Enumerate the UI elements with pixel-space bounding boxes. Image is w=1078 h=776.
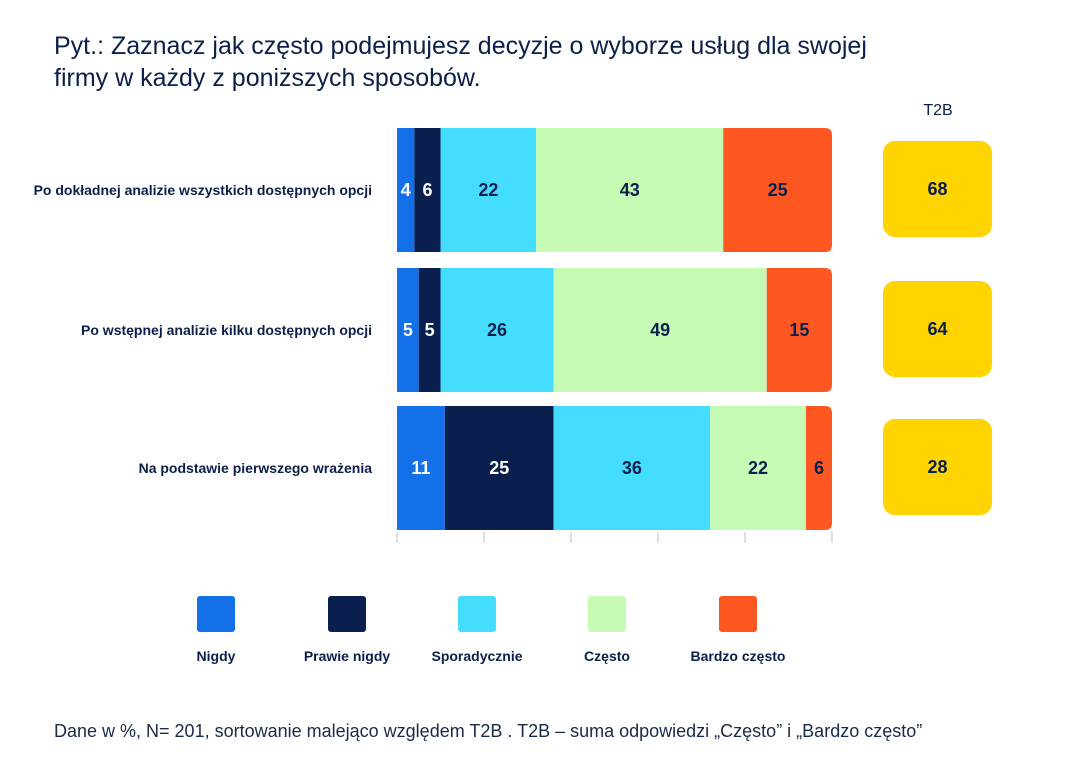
bar-segment <box>418 268 441 392</box>
bar-segment <box>805 406 832 530</box>
bar-segment <box>414 128 441 252</box>
bar-segment <box>397 268 419 392</box>
bar-segment <box>444 406 554 530</box>
t2b-box <box>883 281 992 377</box>
data-label: 22 <box>748 458 768 478</box>
category-label: Po wstępnej analizie kilku dostępnych op… <box>81 322 372 338</box>
bar-segment <box>440 128 537 252</box>
t2b-box <box>883 141 992 237</box>
bar-segment <box>553 406 711 530</box>
bar-segment <box>710 406 806 530</box>
chart-title: Pyt.: Zaznacz jak często podejmujesz dec… <box>54 32 867 92</box>
category-label: Na podstawie pierwszego wrażenia <box>139 460 373 476</box>
legend-label: Prawie nigdy <box>304 648 391 664</box>
data-label: 5 <box>403 320 413 340</box>
t2b-value: 28 <box>927 457 947 477</box>
footnote: Dane w %, N= 201, sortowanie malejąco wz… <box>54 721 923 741</box>
data-label: 43 <box>620 180 640 200</box>
t2b-value: 64 <box>927 319 947 339</box>
data-label: 6 <box>422 180 432 200</box>
legend-label: Sporadycznie <box>431 648 522 664</box>
bar-segment <box>723 128 832 252</box>
t2b-box <box>883 419 992 515</box>
category-label: Po dokładnej analizie wszystkich dostępn… <box>34 182 372 198</box>
t2b-header: T2B <box>923 102 952 119</box>
data-label: 22 <box>478 180 498 200</box>
data-label: 49 <box>650 320 670 340</box>
legend-swatch <box>588 596 626 632</box>
data-label: 6 <box>814 458 824 478</box>
legend-swatch <box>458 596 496 632</box>
legend-label: Nigdy <box>197 648 236 664</box>
legend-swatch <box>719 596 757 632</box>
data-label: 11 <box>411 458 430 478</box>
bar-segment <box>397 128 415 252</box>
bar-segment <box>536 128 724 252</box>
bar-segment <box>397 406 445 530</box>
data-label: 26 <box>487 320 507 340</box>
data-label: 25 <box>489 458 509 478</box>
t2b-value: 68 <box>927 179 947 199</box>
legend-label: Bardzo często <box>691 648 786 664</box>
legend-swatch <box>197 596 235 632</box>
legend-label: Często <box>584 648 630 664</box>
data-label: 4 <box>401 180 411 200</box>
data-label: 15 <box>789 320 809 340</box>
bar-segment <box>553 268 767 392</box>
legend-swatch <box>328 596 366 632</box>
bar-segment <box>766 268 832 392</box>
data-label: 36 <box>622 458 642 478</box>
bar-segment <box>440 268 554 392</box>
data-label: 25 <box>768 180 788 200</box>
data-label: 5 <box>425 320 435 340</box>
